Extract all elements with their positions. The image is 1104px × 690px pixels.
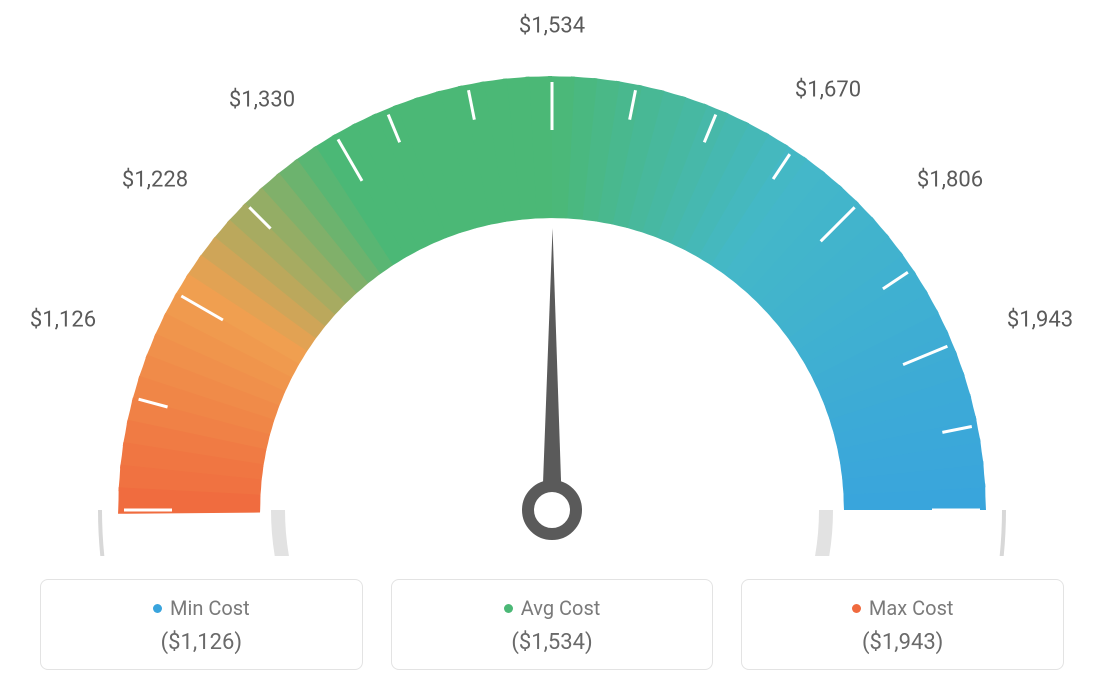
- min-dot-icon: [153, 604, 162, 613]
- gauge-tick-label: $1,330: [229, 88, 295, 113]
- gauge-chart: $1,126 $1,228 $1,330 $1,534 $1,670 $1,806 $1,9…: [0, 0, 1104, 556]
- gauge-tick-label: $1,534: [519, 14, 585, 39]
- min-cost-value: ($1,126): [53, 630, 350, 655]
- avg-cost-title-row: Avg Cost: [404, 596, 701, 620]
- gauge-tick-label: $1,228: [122, 168, 188, 193]
- gauge-tick-label: $1,126: [30, 308, 96, 333]
- max-dot-icon: [852, 604, 861, 613]
- max-cost-card: Max Cost ($1,943): [741, 579, 1064, 670]
- max-cost-value: ($1,943): [754, 630, 1051, 655]
- max-cost-title-row: Max Cost: [754, 596, 1051, 620]
- gauge-tick-label: $1,806: [917, 168, 983, 193]
- min-cost-title-row: Min Cost: [53, 596, 350, 620]
- avg-cost-title: Avg Cost: [521, 596, 601, 620]
- avg-dot-icon: [504, 604, 513, 613]
- summary-cards: Min Cost ($1,126) Avg Cost ($1,534) Max …: [40, 579, 1064, 670]
- min-cost-card: Min Cost ($1,126): [40, 579, 363, 670]
- gauge-tick-label: $1,670: [795, 78, 861, 103]
- max-cost-title: Max Cost: [869, 596, 954, 620]
- min-cost-title: Min Cost: [170, 596, 250, 620]
- avg-cost-card: Avg Cost ($1,534): [391, 579, 714, 670]
- gauge-svg: [0, 0, 1104, 556]
- gauge-tick-label: $1,943: [1007, 308, 1073, 333]
- avg-cost-value: ($1,534): [404, 630, 701, 655]
- cost-gauge-container: $1,126 $1,228 $1,330 $1,534 $1,670 $1,806 $1,9…: [0, 0, 1104, 690]
